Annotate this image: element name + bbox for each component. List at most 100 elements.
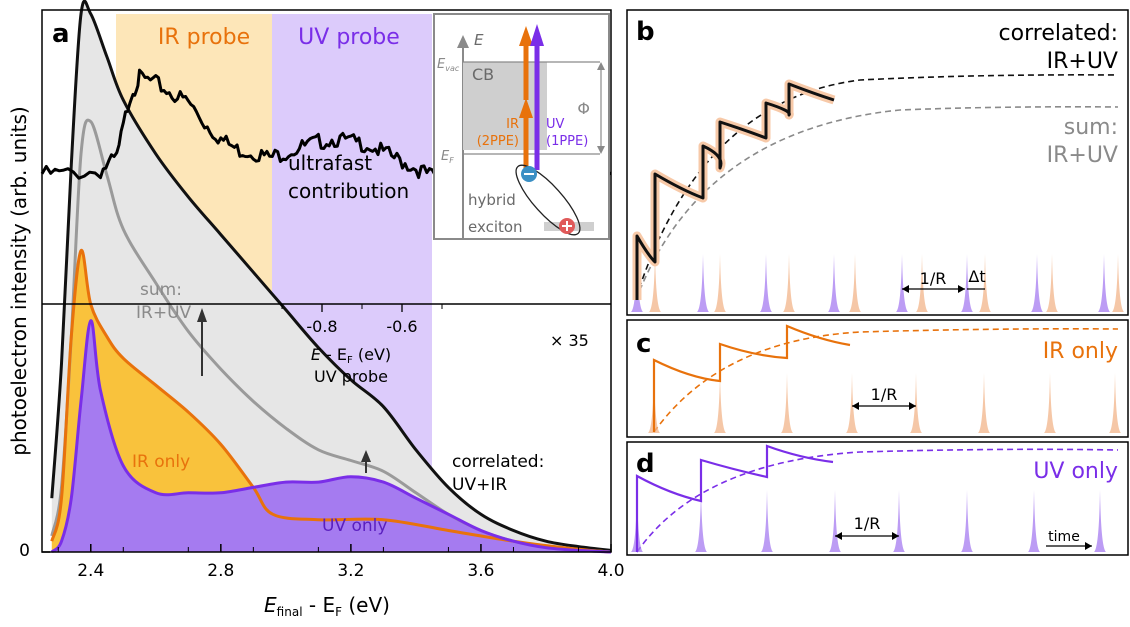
c-ir-pulse	[978, 373, 990, 433]
correlated-curve	[50, 0, 612, 552]
panel-c-frame	[626, 319, 1129, 438]
scale-factor-label: × 35	[550, 331, 589, 350]
d-uv-pulse	[829, 490, 841, 552]
b-ir-pulse	[1112, 254, 1124, 312]
b-delay-label: Δt	[968, 267, 985, 286]
d-sawtooth	[635, 444, 834, 552]
x-tick-label: 4.0	[597, 561, 624, 581]
time-arrowhead	[1085, 542, 1092, 550]
uv-only-curve	[50, 319, 612, 554]
vacuum-level-label: Evac	[437, 57, 460, 73]
arrowhead-1	[197, 308, 207, 322]
x-tick-label: 2.8	[207, 561, 234, 581]
panel-d-title: UV only	[1033, 459, 1118, 484]
fermi-level-label: EF	[441, 149, 454, 165]
energy-diagram: E Evac EF CB Φ IR (2PPE) UV (1PPE)	[433, 13, 610, 240]
d-period-arrow-right	[892, 532, 899, 540]
panel-c-title: IR only	[1043, 339, 1118, 364]
c-ir-pulse	[714, 373, 726, 433]
work-function-arrow-bottom	[597, 146, 605, 154]
ir-label: IR	[506, 117, 519, 132]
ir-arrowhead-upper	[519, 26, 533, 46]
b-uv-pulse	[961, 254, 973, 312]
b-sawtooth	[635, 82, 835, 300]
c-ir-pulse	[846, 373, 858, 433]
uv-1ppe-label: (1PPE)	[546, 134, 588, 149]
b-sum-envelope	[635, 106, 1119, 301]
panel-a-label: a	[52, 19, 70, 49]
inset-axis-subtitle: UV probe	[314, 367, 388, 386]
uv-arrowhead	[530, 24, 544, 46]
d-uv-pulse	[961, 490, 973, 552]
c-ir-pulse	[1109, 373, 1121, 433]
c-envelope	[653, 328, 1119, 433]
panel-b-label: b	[636, 17, 655, 47]
panel-d-frame	[626, 441, 1129, 556]
y-tick-zero: 0	[19, 541, 30, 561]
d-uv-pulse	[893, 490, 905, 552]
b-correlated-label-1: correlated:	[999, 21, 1118, 46]
correlated-label-1: correlated:	[452, 452, 544, 472]
b-period-label: 1/R	[920, 269, 947, 288]
ir-probe-label: IR probe	[158, 25, 250, 50]
sum-label-1: sum:	[140, 280, 182, 300]
b-sum-label-2: IR+UV	[1047, 143, 1118, 168]
cb-label: CB	[472, 65, 494, 84]
b-uv-pulse	[1098, 254, 1110, 312]
arrowhead-2	[361, 450, 371, 462]
c-ir-pulse	[781, 373, 793, 433]
d-period-label: 1/R	[854, 514, 881, 533]
x-axis: 2.4 2.8 3.2 3.6 4.0	[57, 544, 625, 581]
ir-only-label: IR only	[132, 452, 190, 472]
c-period-arrow-right	[909, 402, 916, 410]
uv-probe-label: UV probe	[298, 25, 400, 50]
d-uv-pulse	[695, 490, 707, 552]
b-correlated-label-2: IR+UV	[1047, 49, 1118, 74]
d-envelope	[636, 448, 1119, 553]
ultrafast-label-1: ultrafast	[288, 151, 372, 175]
x-tick-label: 3.6	[467, 561, 494, 581]
b-pulse-train	[631, 254, 1124, 312]
b-correlated-envelope	[635, 74, 1119, 299]
b-uv-pulse	[828, 254, 840, 312]
b-uv-pulse	[697, 254, 709, 312]
energy-axis-arrow	[457, 35, 469, 48]
b-ir-pulse	[916, 254, 928, 312]
b-ir-pulse	[649, 254, 661, 312]
b-sawtooth-glow	[637, 145, 720, 300]
d-uv-pulse	[1028, 490, 1040, 552]
b-uv-pulse	[1031, 254, 1043, 312]
conduction-band	[463, 62, 547, 150]
sum-label-2: IR+UV	[136, 303, 192, 323]
inset-tick-label-1: -0.8	[306, 317, 337, 336]
b-uv-pulse	[896, 254, 908, 312]
correlated-label-2: UV+IR	[452, 475, 507, 495]
panel-c: c IR only 1/R	[626, 319, 1129, 438]
b-period-arrow-right	[958, 285, 965, 293]
y-axis-label: photoelectron intensity (arb. units)	[7, 106, 31, 455]
work-function-label: Φ	[577, 99, 590, 118]
ir-2ppe-label: (2PPE)	[477, 134, 519, 149]
uv-label: UV	[546, 117, 565, 132]
b-ir-pulse	[1046, 254, 1058, 312]
inset-tick-label-2: -0.6	[386, 317, 417, 336]
ir-only-curve-fill	[51, 250, 612, 552]
b-ir-pulse	[783, 254, 795, 312]
c-ir-pulse	[1044, 373, 1056, 433]
c-period-label: 1/R	[871, 385, 898, 404]
panel-d-label: d	[636, 449, 655, 479]
panel-a: 2.4 2.8 3.2 3.6 4.0 0 photoelectron intensit…	[7, 0, 625, 619]
b-sum-label-1: sum:	[1064, 115, 1118, 140]
d-uv-pulse	[1094, 490, 1106, 552]
exciton-ellipse	[515, 164, 581, 236]
hybrid-label: hybrid	[468, 191, 516, 209]
ultrafast-label-2: contribution	[288, 179, 409, 203]
panel-b: b correlated: IR+UV sum: IR+UV 1/R Δt	[626, 9, 1129, 316]
ir-only-curve	[50, 249, 612, 554]
b-sawtooth-highlight	[632, 79, 836, 300]
d-uv-pulse	[761, 490, 773, 552]
time-label: time	[1048, 529, 1080, 545]
exciton-label: exciton	[468, 218, 523, 236]
panel-a-frame	[41, 9, 612, 553]
